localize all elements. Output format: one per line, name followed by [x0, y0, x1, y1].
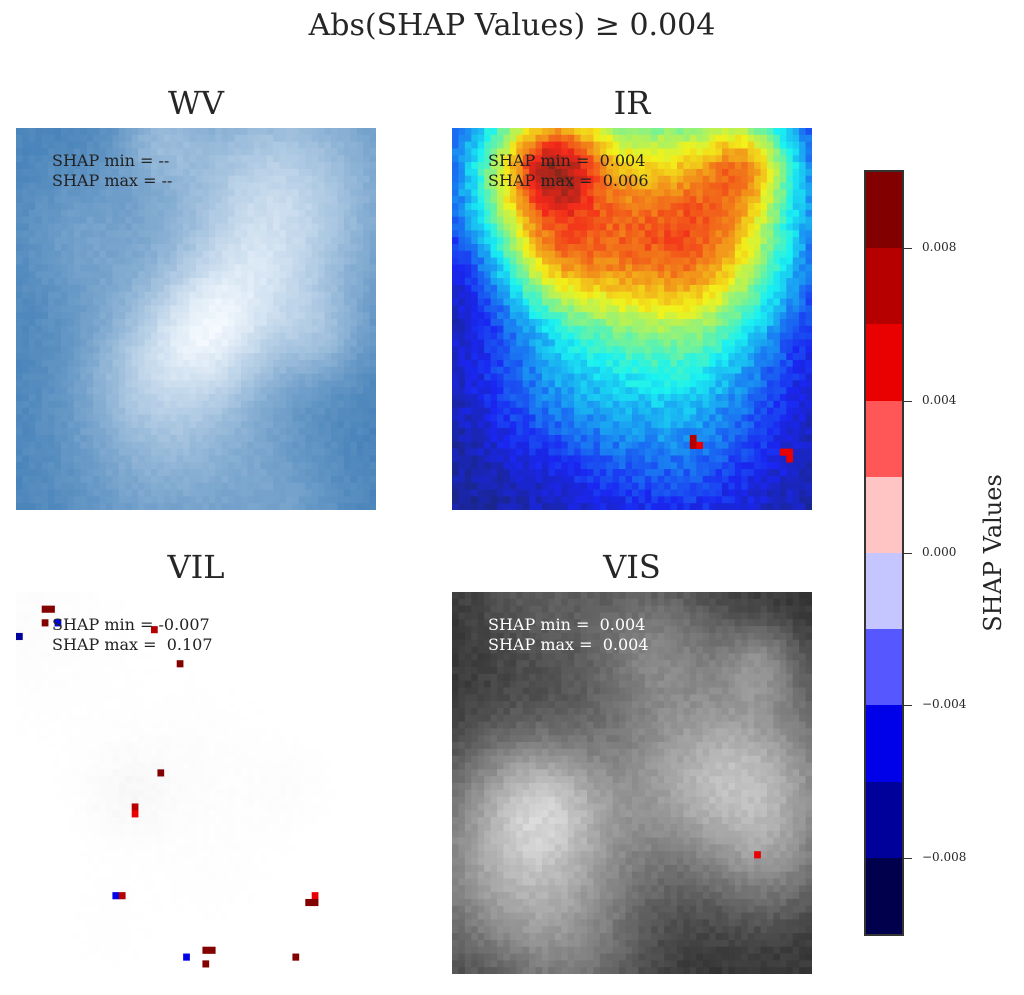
- vis-heatmap-svg: [452, 592, 812, 974]
- vil-shap-cell-4: [16, 632, 23, 641]
- vis-heatmap: [452, 592, 812, 974]
- ir-background-cells: [452, 128, 812, 510]
- ir-shap-cell-5: [786, 455, 794, 463]
- colorbar-tick-label: −0.008: [922, 849, 967, 864]
- colorbar-label: SHAP Values: [979, 474, 1007, 632]
- vil-shap-max: SHAP max = 0.107: [52, 635, 213, 654]
- figure-title: Abs(SHAP Values) ≥ 0.004: [308, 8, 716, 43]
- vil-shap-cell-2: [41, 619, 49, 627]
- ir-shap-cell-2: [696, 441, 704, 449]
- panel-title-wv: WV: [168, 84, 224, 122]
- vis-shap-max: SHAP max = 0.004: [488, 635, 649, 654]
- vil-shap-cell-16: [208, 946, 216, 954]
- colorbar-segment: [866, 476, 902, 553]
- colorbar-segment: [866, 705, 902, 782]
- ir-shap-cell-1: [689, 441, 697, 449]
- vil-heatmap: [16, 592, 376, 974]
- ir-shap-cell-4: [786, 448, 794, 456]
- vil-shap-cell-17: [183, 953, 190, 961]
- colorbar-segment: [866, 248, 902, 325]
- vis-background-cells: [452, 592, 812, 974]
- colorbar-segment: [866, 781, 902, 858]
- colorbar-tick-mark: [904, 705, 912, 707]
- wv-background-cells: [16, 128, 376, 510]
- vil-shap-min: SHAP min = -0.007: [52, 615, 210, 634]
- colorbar-tick-label: 0.004: [922, 392, 957, 407]
- vil-shap-cell-1: [48, 605, 55, 613]
- wv-shap-max: SHAP max = --: [52, 171, 173, 190]
- ir-shap-cell-0: [689, 434, 697, 443]
- panel-title-ir: IR: [613, 84, 651, 122]
- ir-heatmap: [452, 128, 812, 510]
- colorbar-tick-mark: [904, 248, 912, 250]
- colorbar-tick-label: −0.004: [922, 697, 967, 712]
- colorbar-tick-label: 0.008: [922, 240, 957, 255]
- vil-shap-cell-7: [157, 769, 165, 777]
- colorbar-segment: [866, 172, 902, 249]
- ir-shap-cell-3: [779, 448, 787, 456]
- vil-shap-cell-18: [292, 953, 300, 961]
- wv-shap-min: SHAP min = --: [52, 151, 170, 170]
- vil-shap-cell-9: [131, 810, 139, 818]
- vil-background-cells: [16, 592, 376, 974]
- colorbar-tick-mark: [904, 553, 912, 554]
- colorbar-tick-label: 0.000: [922, 545, 957, 559]
- vil-heatmap-svg: [16, 592, 376, 974]
- vil-shap-cell-0: [41, 605, 49, 613]
- vil-shap-cell-8: [131, 803, 139, 811]
- vil-shap-cell-12: [311, 892, 319, 900]
- ir-shap-max: SHAP max = 0.006: [488, 171, 649, 190]
- colorbar: [864, 170, 904, 936]
- vil-shap-cell-3: [54, 619, 62, 627]
- vil-shap-cell-5: [151, 626, 158, 634]
- colorbar-segment: [866, 324, 902, 401]
- colorbar-segment: [866, 553, 902, 630]
- colorbar-segment: [866, 400, 902, 477]
- colorbar-segment: [866, 629, 902, 706]
- ir-heatmap-svg: [452, 128, 812, 510]
- panel-title-vis: VIS: [603, 548, 661, 586]
- wv-heatmap: [16, 128, 376, 510]
- vil-shap-cell-6: [176, 660, 184, 668]
- vis-shap-min: SHAP min = 0.004: [488, 615, 646, 634]
- colorbar-segment: [866, 857, 902, 934]
- colorbar-tick-mark: [904, 400, 912, 402]
- colorbar-tick-mark: [904, 857, 912, 859]
- vil-shap-cell-11: [118, 892, 126, 900]
- vil-shap-cell-19: [202, 960, 210, 968]
- vil-shap-cell-15: [202, 946, 210, 954]
- vil-shap-cell-13: [305, 898, 313, 907]
- panel-title-vil: VIL: [167, 548, 225, 586]
- vis-shap-cell-0: [754, 851, 761, 859]
- vil-shap-cell-14: [311, 898, 319, 907]
- ir-shap-min: SHAP min = 0.004: [488, 151, 646, 170]
- vil-shap-cell-10: [112, 892, 120, 900]
- wv-heatmap-svg: [16, 128, 376, 510]
